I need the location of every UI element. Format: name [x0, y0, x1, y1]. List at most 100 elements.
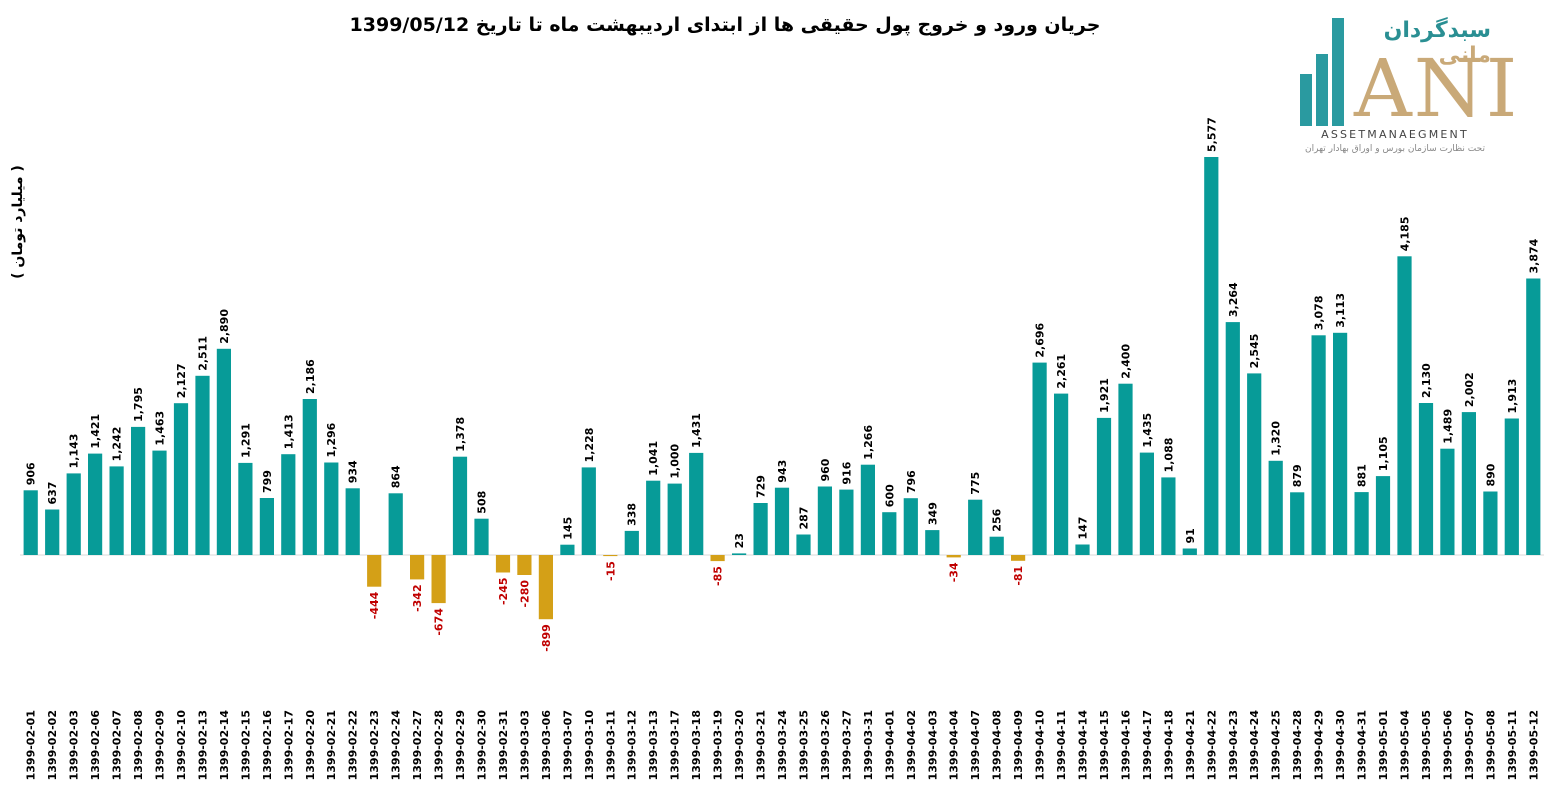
- x-tick-label-1399-02-27: 1399-02-27: [411, 710, 424, 780]
- bar-1399-04-21: [1182, 548, 1197, 555]
- x-tick-label-1399-03-19: 1399-03-19: [712, 710, 725, 780]
- x-tick-label-1399-05-01: 1399-05-01: [1377, 710, 1390, 780]
- x-tick-label-1399-03-26: 1399-03-26: [819, 710, 832, 781]
- bar-1399-03-27: [839, 489, 854, 555]
- bar-1399-05-06: [1440, 448, 1455, 555]
- x-tick-label-1399-02-23: 1399-02-23: [368, 710, 381, 780]
- data-label-1399-02-31: -245: [497, 578, 510, 606]
- bar-1399-03-20: [732, 553, 747, 555]
- data-label-1399-03-11: -15: [604, 561, 617, 581]
- bar-1399-03-12: [624, 530, 639, 555]
- bar-1399-03-07: [560, 544, 575, 555]
- x-tick-label-1399-02-10: 1399-02-10: [175, 710, 188, 781]
- x-tick-label-1399-04-07: 1399-04-07: [969, 710, 982, 780]
- data-label-1399-04-02: 796: [905, 470, 918, 493]
- data-label-1399-04-08: 256: [991, 508, 1004, 531]
- bar-1399-02-16: [259, 498, 274, 555]
- data-label-1399-02-02: 637: [46, 482, 59, 505]
- data-label-1399-04-04: -34: [948, 562, 961, 582]
- x-tick-label-1399-03-07: 1399-03-07: [561, 710, 574, 780]
- data-label-1399-02-16: 799: [261, 470, 274, 493]
- x-tick-label-1399-05-08: 1399-05-08: [1484, 710, 1497, 780]
- x-tick-label-1399-04-04: 1399-04-04: [948, 710, 961, 781]
- data-label-1399-04-09: -81: [1012, 566, 1025, 586]
- bar-1399-02-13: [195, 375, 210, 555]
- bar-1399-03-31: [860, 464, 875, 555]
- data-label-1399-02-27: -342: [411, 584, 424, 612]
- data-label-1399-03-27: 916: [840, 461, 853, 484]
- bar-1399-02-17: [281, 454, 296, 555]
- x-tick-label-1399-03-18: 1399-03-18: [690, 710, 703, 780]
- x-tick-label-1399-05-04: 1399-05-04: [1399, 710, 1412, 781]
- x-tick-label-1399-03-06: 1399-03-06: [540, 710, 553, 781]
- data-label-1399-04-01: 600: [883, 484, 896, 507]
- x-tick-label-1399-03-03: 1399-03-03: [518, 710, 531, 780]
- data-label-1399-05-05: 2,130: [1420, 363, 1433, 398]
- logo-letters: ANI: [1354, 42, 1520, 135]
- data-label-1399-05-11: 1,913: [1506, 379, 1519, 414]
- data-label-1399-05-07: 2,002: [1463, 372, 1476, 407]
- x-tick-label-1399-04-03: 1399-04-03: [926, 710, 939, 780]
- bar-1399-03-21: [753, 503, 768, 555]
- x-tick-label-1399-05-12: 1399-05-12: [1527, 710, 1540, 780]
- bar-1399-04-07: [968, 499, 983, 555]
- x-tick-label-1399-05-11: 1399-05-11: [1506, 710, 1519, 780]
- bar-1399-02-23: [367, 555, 382, 587]
- bar-1399-02-28: [431, 555, 446, 604]
- data-label-1399-04-24: 2,545: [1248, 334, 1261, 369]
- x-tick-label-1399-02-24: 1399-02-24: [390, 710, 403, 781]
- x-tick-label-1399-03-25: 1399-03-25: [798, 710, 811, 780]
- bar-1399-02-20: [302, 399, 317, 555]
- x-tick-label-1399-03-10: 1399-03-10: [583, 710, 596, 781]
- x-tick-label-1399-04-08: 1399-04-08: [991, 710, 1004, 780]
- x-tick-label-1399-03-20: 1399-03-20: [733, 710, 746, 781]
- data-label-1399-02-08: 1,795: [132, 387, 145, 422]
- bar-1399-03-24: [774, 487, 790, 555]
- bar-1399-04-24: [1247, 373, 1262, 555]
- x-tick-label-1399-02-13: 1399-02-13: [197, 710, 210, 780]
- x-tick-label-1399-02-20: 1399-02-20: [304, 710, 317, 781]
- x-tick-label-1399-02-22: 1399-02-22: [347, 710, 360, 780]
- data-label-1399-02-06: 1,421: [89, 414, 102, 449]
- bar-1399-04-11: [1054, 393, 1069, 555]
- logo-brand-main: سبدگردان: [1383, 18, 1491, 43]
- logo-brand-name: سبدگردان مانی: [1346, 18, 1491, 68]
- bar-1399-02-06: [88, 453, 103, 555]
- bar-1399-02-21: [324, 462, 339, 555]
- bar-1399-04-23: [1225, 322, 1240, 555]
- bar-1399-03-18: [689, 452, 704, 555]
- x-tick-label-1399-04-01: 1399-04-01: [883, 710, 896, 780]
- x-tick-label-1399-04-29: 1399-04-29: [1313, 710, 1326, 780]
- data-label-1399-03-24: 943: [776, 460, 789, 483]
- x-tick-label-1399-02-15: 1399-02-15: [239, 710, 252, 780]
- company-logo: سبدگردان مانی ANI ASSETMANAEGMENT تحت نظ…: [1296, 14, 1517, 164]
- x-tick-label-1399-05-05: 1399-05-05: [1420, 710, 1433, 780]
- data-label-1399-04-30: 3,113: [1334, 293, 1347, 328]
- bar-1399-02-30: [474, 518, 489, 555]
- x-tick-label-1399-02-29: 1399-02-29: [454, 710, 467, 780]
- data-label-1399-04-03: 349: [926, 502, 939, 525]
- bar-1399-04-18: [1161, 477, 1176, 555]
- x-tick-label-1399-03-13: 1399-03-13: [647, 710, 660, 780]
- data-label-1399-03-12: 338: [626, 503, 639, 526]
- bar-1399-04-28: [1290, 492, 1305, 555]
- x-tick-label-1399-04-14: 1399-04-14: [1077, 710, 1090, 781]
- bar-1399-03-11: [603, 555, 618, 557]
- bar-1399-03-25: [796, 534, 811, 555]
- bar-1399-02-24: [388, 493, 403, 555]
- data-label-1399-04-22: 5,577: [1205, 117, 1218, 152]
- bar-1399-02-02: [45, 509, 60, 555]
- data-label-1399-02-01: 906: [25, 462, 38, 485]
- bar-1399-03-26: [817, 486, 832, 555]
- bar-1399-04-09: [1011, 555, 1026, 561]
- bar-1399-02-07: [109, 466, 124, 555]
- data-label-1399-03-19: -85: [712, 566, 725, 586]
- x-tick-label-1399-02-03: 1399-02-03: [68, 710, 81, 780]
- bar-1399-04-01: [882, 512, 897, 555]
- bar-1399-04-10: [1032, 362, 1047, 555]
- data-label-1399-02-24: 864: [390, 465, 403, 488]
- x-tick-label-1399-02-31: 1399-02-31: [497, 710, 510, 780]
- bar-1399-02-03: [66, 473, 81, 555]
- x-tick-label-1399-04-18: 1399-04-18: [1162, 710, 1175, 780]
